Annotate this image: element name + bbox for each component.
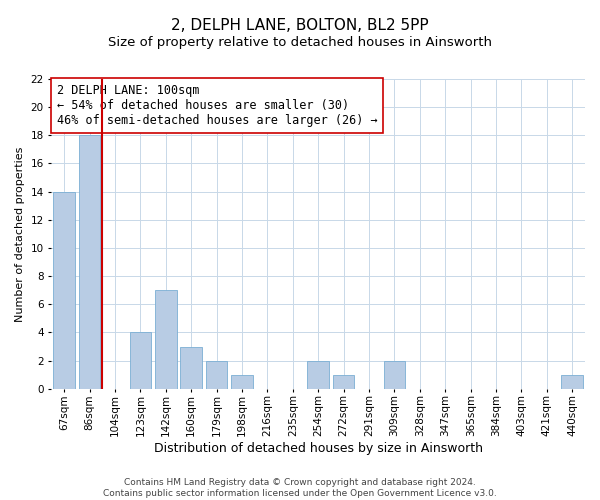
- Text: 2 DELPH LANE: 100sqm
← 54% of detached houses are smaller (30)
46% of semi-detac: 2 DELPH LANE: 100sqm ← 54% of detached h…: [57, 84, 377, 126]
- Bar: [130, 332, 151, 389]
- Bar: [53, 192, 75, 389]
- Bar: [181, 346, 202, 389]
- Bar: [79, 136, 100, 389]
- Bar: [206, 360, 227, 389]
- Text: Size of property relative to detached houses in Ainsworth: Size of property relative to detached ho…: [108, 36, 492, 49]
- Text: 2, DELPH LANE, BOLTON, BL2 5PP: 2, DELPH LANE, BOLTON, BL2 5PP: [171, 18, 429, 32]
- Bar: [383, 360, 405, 389]
- Bar: [562, 374, 583, 389]
- Bar: [155, 290, 176, 389]
- Y-axis label: Number of detached properties: Number of detached properties: [15, 146, 25, 322]
- X-axis label: Distribution of detached houses by size in Ainsworth: Distribution of detached houses by size …: [154, 442, 483, 455]
- Bar: [231, 374, 253, 389]
- Bar: [307, 360, 329, 389]
- Text: Contains HM Land Registry data © Crown copyright and database right 2024.
Contai: Contains HM Land Registry data © Crown c…: [103, 478, 497, 498]
- Bar: [333, 374, 355, 389]
